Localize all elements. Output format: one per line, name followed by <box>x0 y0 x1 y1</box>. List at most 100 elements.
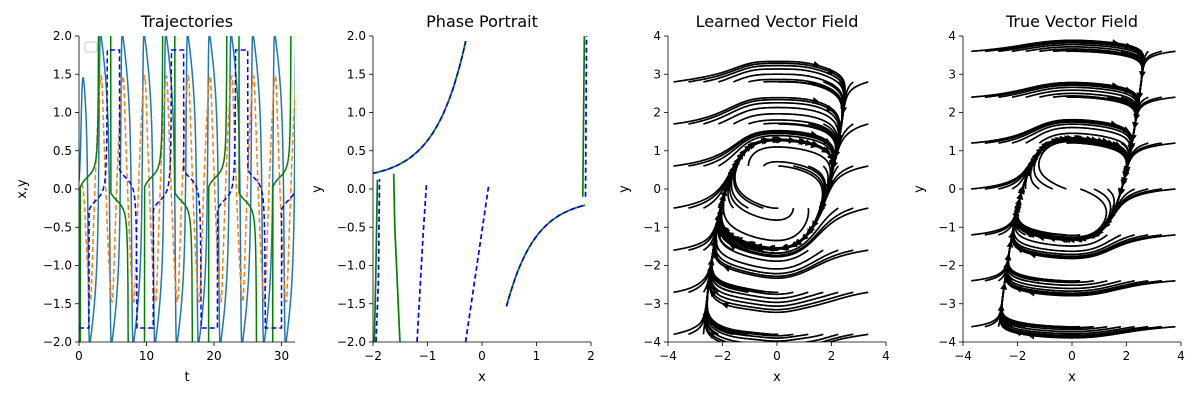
y-tick-label: −3 <box>643 297 661 311</box>
x-tick-label: −1 <box>419 349 437 363</box>
phase-blue-left-edge <box>375 179 381 342</box>
streamline <box>1015 137 1136 241</box>
y-tick-label: 0.5 <box>53 144 72 158</box>
arrow-head <box>723 265 731 272</box>
streamline <box>688 138 834 252</box>
x-tick-label: 2 <box>828 349 836 363</box>
panel-phase-portrait: Phase Portrait −2 −1 0 1 2 −2.0 −1.5 −1.0 −0.5 0.… <box>310 12 595 385</box>
x-tick-label: −2 <box>364 349 382 363</box>
streamline <box>1015 137 1129 241</box>
y-tick-label: −1.0 <box>337 259 366 273</box>
panel-trajectories: Trajectories 0 10 20 30−2.0−1.5−1.0−0.50.00… <box>15 12 295 385</box>
streamline <box>1015 96 1176 241</box>
streamline <box>1016 137 1129 241</box>
series-y-learned <box>79 49 295 329</box>
xlabel-learned: x <box>773 370 781 385</box>
phase-axes: −2 −1 0 1 2 −2.0 −1.5 −1.0 −0.5 0.0 0.5 1.0 1.5 2.0 <box>337 29 595 363</box>
y-tick-label: 3 <box>948 67 956 81</box>
x-tick-label: 10 <box>139 349 154 363</box>
streamline <box>1025 89 1138 241</box>
series-y-true <box>80 74 295 303</box>
y-tick-label: 1 <box>653 144 661 158</box>
streamline <box>1015 137 1129 241</box>
streamline <box>1015 137 1136 241</box>
x-tick-label: 30 <box>274 349 289 363</box>
arrow-head <box>728 243 737 251</box>
streamline <box>1006 137 1129 282</box>
arrow-head <box>1027 332 1035 340</box>
phase-green-lower <box>505 204 586 307</box>
streamline <box>1005 137 1162 296</box>
y-tick-label: 2 <box>948 106 956 120</box>
y-tick-label: −2 <box>643 259 661 273</box>
ylabel-learned: y <box>617 185 632 193</box>
phase-blue-center <box>464 186 490 342</box>
xlabel-true: x <box>1068 370 1076 385</box>
streamline <box>1015 137 1129 241</box>
x-tick-label: 0 <box>773 349 781 363</box>
arrow-head <box>1028 251 1037 259</box>
y-tick-label: −1.0 <box>43 259 72 273</box>
y-tick-label: 0 <box>653 182 661 196</box>
y-tick-label: 2.0 <box>347 29 366 43</box>
y-tick-label: −0.5 <box>337 220 366 234</box>
x-tick-label: −2 <box>714 349 732 363</box>
phase-green-branch <box>392 173 401 342</box>
streamline <box>730 139 834 250</box>
y-tick-label: −2.0 <box>43 335 72 349</box>
title-learned-field: Learned Vector Field <box>696 12 859 31</box>
y-tick-label: 1.5 <box>347 67 366 81</box>
xlabel-phase: x <box>478 370 486 385</box>
y-tick-label: −4 <box>643 335 661 349</box>
streamline <box>1015 137 1129 241</box>
streamline <box>1000 137 1129 328</box>
phase-green-right-edge <box>581 36 586 197</box>
x-tick-label: 2 <box>1123 349 1131 363</box>
legend-box <box>84 41 98 53</box>
title-trajectories: Trajectories <box>140 12 233 31</box>
y-tick-label: 2 <box>653 106 661 120</box>
ylabel-trajectories: x,y <box>15 179 30 199</box>
arrow-head <box>721 302 730 309</box>
y-tick-label: −4 <box>938 335 956 349</box>
series-x-learned <box>79 36 292 342</box>
phase-blue-upper <box>373 40 467 175</box>
streamline <box>1015 137 1129 241</box>
y-tick-label: 3 <box>653 67 661 81</box>
streamline <box>1015 139 1129 241</box>
streamline <box>1015 138 1129 241</box>
arrow-head <box>827 67 835 75</box>
streamline <box>718 138 834 252</box>
y-tick-label: −1 <box>643 220 661 234</box>
ylabel-phase: y <box>310 185 325 193</box>
phase-green-left-edge <box>373 179 379 342</box>
series-x-true <box>79 36 295 342</box>
x-tick-label: −4 <box>954 349 972 363</box>
arrow-head <box>1027 289 1036 297</box>
phase-green-upper <box>373 40 467 175</box>
x-tick-label: 1 <box>533 349 541 363</box>
streamline <box>1014 137 1129 241</box>
trajectories-data <box>79 36 295 342</box>
y-tick-label: 1.0 <box>347 106 366 120</box>
x-tick-label: 0 <box>1068 349 1076 363</box>
phase-blue-right-edge <box>584 36 588 197</box>
y-tick-label: −3 <box>938 297 956 311</box>
learned-streamlines <box>673 60 869 342</box>
ylabel-true: y <box>912 185 927 193</box>
streamline <box>1015 50 1176 241</box>
streamline <box>984 82 1139 241</box>
y-tick-label: 1.0 <box>53 106 72 120</box>
y-tick-label: −2.0 <box>337 335 366 349</box>
title-phase-portrait: Phase Portrait <box>426 12 538 31</box>
y-tick-label: 0.5 <box>347 144 366 158</box>
y-tick-label: 0.0 <box>347 182 366 196</box>
x-tick-label: 4 <box>882 349 890 363</box>
streamline <box>1016 137 1129 241</box>
true-streamlines <box>971 39 1176 340</box>
y-tick-label: −0.5 <box>43 220 72 234</box>
panel-true-field: True Vector Field −4 −2 0 2 4 −4 −3 −2 −1 0 1 2 3 4 x… <box>912 12 1185 385</box>
arrow-head <box>825 104 834 112</box>
y-tick-label: 4 <box>948 29 956 43</box>
